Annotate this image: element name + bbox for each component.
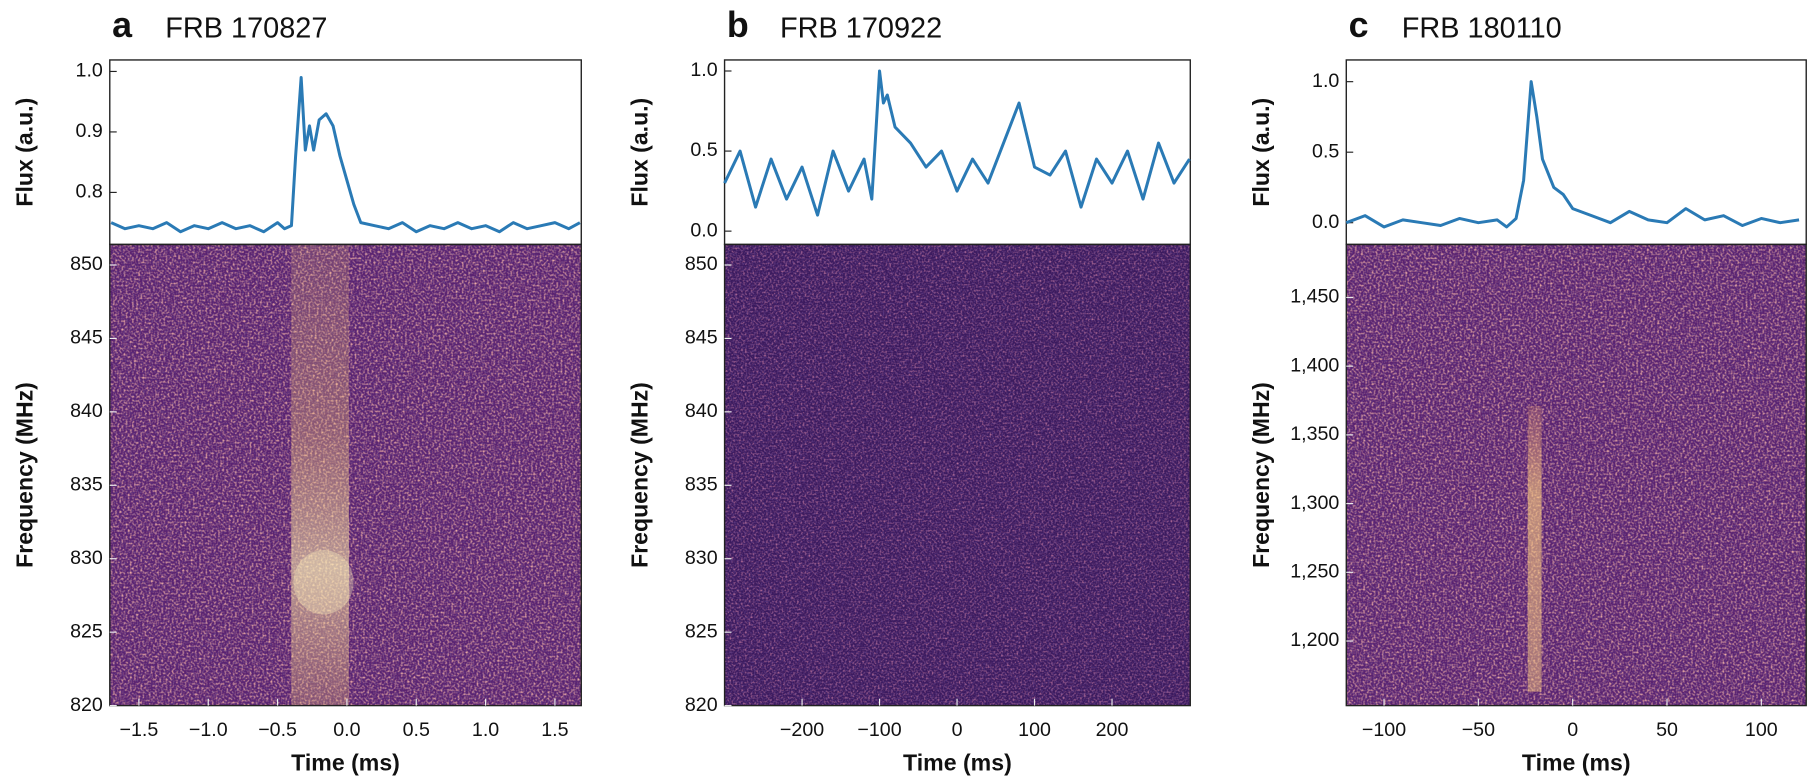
- y-axis-label: Flux (a.u.): [12, 98, 38, 207]
- y-tick-label: 0.8: [76, 181, 103, 203]
- x-tick-label: −1.5: [120, 719, 159, 741]
- x-tick-label: 50: [1656, 719, 1678, 741]
- x-tick-label: −100: [1362, 719, 1406, 741]
- y-tick-label: 830: [685, 547, 718, 569]
- heatmap-frame: [109, 243, 582, 707]
- x-tick-label: −200: [780, 719, 824, 741]
- y-tick-label: 0.0: [690, 219, 717, 241]
- heatmap-layer: [109, 244, 1807, 706]
- heatmap-frame: [1345, 243, 1807, 707]
- y-tick-label: 820: [70, 694, 103, 716]
- flux-line: [1345, 80, 1800, 229]
- x-tick-label: 200: [1096, 719, 1129, 741]
- y-axis-label: Frequency (MHz): [12, 382, 38, 568]
- plot-frame: [1345, 59, 1807, 246]
- y-tick-label: 1.0: [76, 60, 103, 82]
- x-axis-label: Time (ms): [291, 750, 400, 776]
- x-tick-label: 1.5: [541, 719, 568, 741]
- y-tick-label: 825: [70, 620, 103, 642]
- x-tick-label: 1.0: [472, 719, 499, 741]
- x-tick-label: −1.0: [189, 719, 228, 741]
- y-tick-label: 840: [685, 400, 718, 422]
- y-tick-label: 1,450: [1290, 286, 1339, 308]
- x-tick-label: 0.0: [333, 719, 360, 741]
- y-tick-label: 820: [685, 694, 718, 716]
- panel-letter: b: [727, 5, 749, 45]
- x-tick-label: −0.5: [258, 719, 297, 741]
- y-tick-label: 1,350: [1290, 423, 1339, 445]
- y-tick-label: 1,200: [1290, 629, 1339, 651]
- flux-line: [110, 75, 581, 234]
- y-tick-label: 1,250: [1290, 561, 1339, 583]
- y-tick-label: 0.5: [690, 139, 717, 161]
- x-tick-label: 0.5: [403, 719, 430, 741]
- y-tick-label: 840: [70, 400, 103, 422]
- heatmap-noise-dark: [1346, 244, 1807, 706]
- panel-letter: a: [112, 5, 133, 45]
- y-tick-label: 830: [70, 547, 103, 569]
- panel-title: FRB 170827: [165, 13, 327, 45]
- panel-title: FRB 170922: [780, 13, 942, 45]
- y-tick-label: 845: [685, 327, 718, 349]
- y-tick-label: 825: [685, 620, 718, 642]
- burst-glow: [293, 549, 354, 615]
- plot-frame: [109, 59, 582, 246]
- y-tick-label: 1.0: [690, 59, 717, 81]
- burst-glow: [1527, 405, 1542, 692]
- y-tick-label: 1,300: [1290, 492, 1339, 514]
- y-axis-label: Flux (a.u.): [626, 98, 652, 207]
- y-tick-label: 835: [70, 473, 103, 495]
- x-tick-label: −50: [1462, 719, 1495, 741]
- x-axis-label: Time (ms): [903, 750, 1012, 776]
- y-tick-label: 1.0: [1312, 70, 1339, 92]
- y-tick-label: 845: [70, 327, 103, 349]
- x-tick-label: 100: [1745, 719, 1778, 741]
- y-axis-label: Frequency (MHz): [626, 382, 652, 568]
- burst-glow: [291, 244, 349, 706]
- panel-title: FRB 180110: [1402, 13, 1562, 45]
- y-tick-label: 1,400: [1290, 354, 1339, 376]
- x-tick-label: 0: [1567, 719, 1578, 741]
- plot-frame: [723, 59, 1191, 246]
- burst-overlays: [291, 244, 1542, 706]
- y-tick-label: 835: [685, 473, 718, 495]
- x-tick-label: −100: [857, 719, 901, 741]
- heatmap-noise-dark: [724, 244, 1191, 706]
- x-tick-label: 100: [1018, 719, 1051, 741]
- panel-letter: c: [1349, 5, 1369, 45]
- y-tick-label: 0.0: [1312, 211, 1339, 233]
- x-axis-label: Time (ms): [1522, 750, 1631, 776]
- y-tick-label: 850: [70, 253, 103, 275]
- flux-line: [723, 69, 1191, 217]
- y-tick-label: 0.9: [76, 120, 103, 142]
- x-tick-label: 0: [952, 719, 963, 741]
- y-axis-label: Frequency (MHz): [1248, 382, 1274, 568]
- y-tick-label: 0.5: [1312, 140, 1339, 162]
- y-axis-label: Flux (a.u.): [1248, 98, 1274, 207]
- y-tick-label: 850: [685, 253, 718, 275]
